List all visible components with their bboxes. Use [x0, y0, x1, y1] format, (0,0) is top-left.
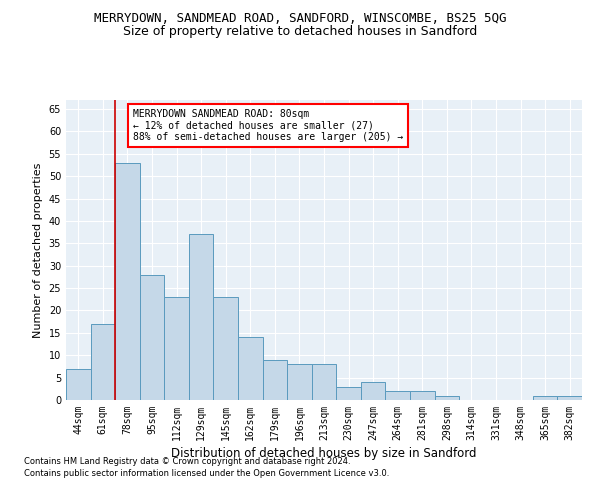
- Bar: [66, 368, 91, 400]
- Bar: [385, 391, 410, 400]
- Bar: [238, 338, 263, 400]
- Bar: [533, 396, 557, 400]
- Text: Contains public sector information licensed under the Open Government Licence v3: Contains public sector information licen…: [24, 469, 389, 478]
- Bar: [189, 234, 214, 400]
- Bar: [557, 396, 582, 400]
- Bar: [214, 297, 238, 400]
- Bar: [263, 360, 287, 400]
- Bar: [336, 386, 361, 400]
- Bar: [434, 396, 459, 400]
- Bar: [312, 364, 336, 400]
- Bar: [361, 382, 385, 400]
- Text: MERRYDOWN SANDMEAD ROAD: 80sqm
← 12% of detached houses are smaller (27)
88% of : MERRYDOWN SANDMEAD ROAD: 80sqm ← 12% of …: [133, 109, 403, 142]
- Bar: [115, 162, 140, 400]
- Text: Size of property relative to detached houses in Sandford: Size of property relative to detached ho…: [123, 25, 477, 38]
- Bar: [140, 274, 164, 400]
- Y-axis label: Number of detached properties: Number of detached properties: [33, 162, 43, 338]
- Text: Contains HM Land Registry data © Crown copyright and database right 2024.: Contains HM Land Registry data © Crown c…: [24, 458, 350, 466]
- Bar: [91, 324, 115, 400]
- X-axis label: Distribution of detached houses by size in Sandford: Distribution of detached houses by size …: [171, 447, 477, 460]
- Text: MERRYDOWN, SANDMEAD ROAD, SANDFORD, WINSCOMBE, BS25 5QG: MERRYDOWN, SANDMEAD ROAD, SANDFORD, WINS…: [94, 12, 506, 26]
- Bar: [287, 364, 312, 400]
- Bar: [410, 391, 434, 400]
- Bar: [164, 297, 189, 400]
